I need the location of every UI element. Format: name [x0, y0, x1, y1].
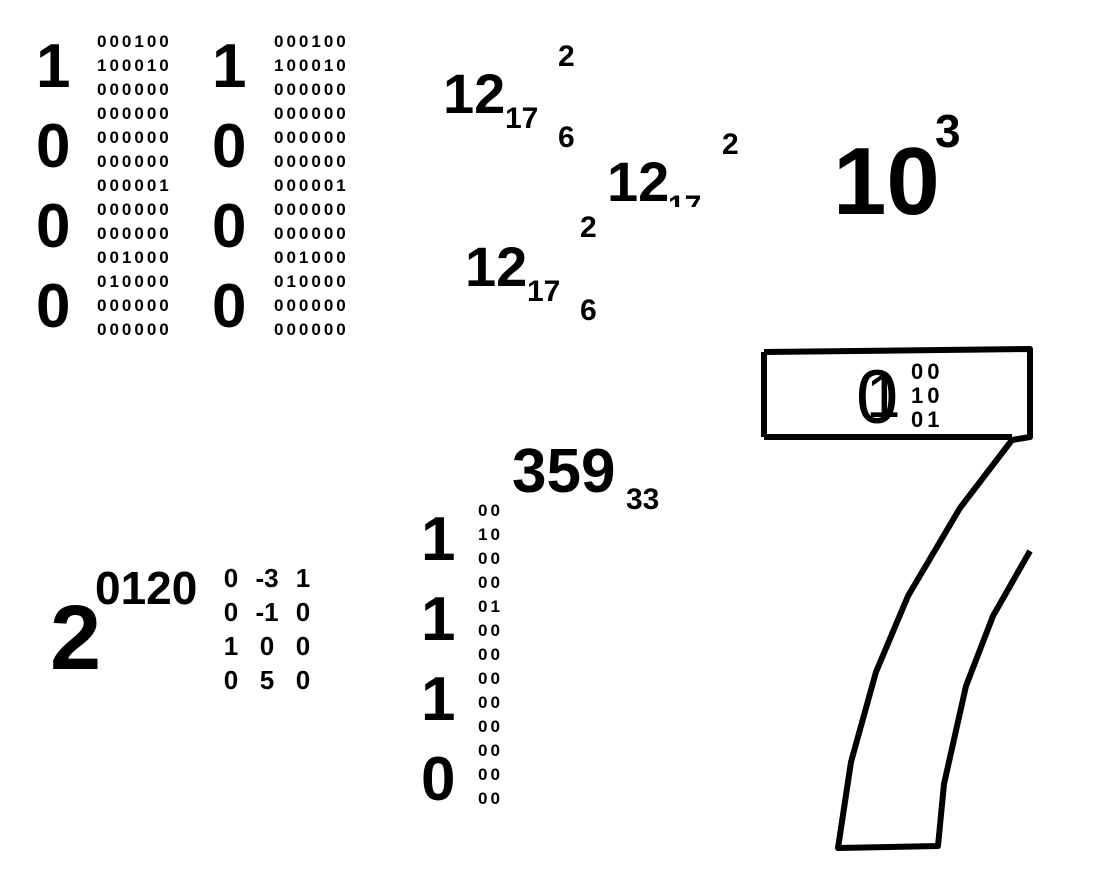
- binary-row: 00: [478, 645, 503, 664]
- binary-row: 001000: [274, 248, 349, 267]
- binary-row: 00: [478, 669, 503, 688]
- matrix-cell: 1: [223, 631, 239, 661]
- ten-power-sup: 3: [935, 105, 961, 157]
- binary-row: 00: [478, 741, 503, 760]
- left-block-2-rows: 000100 100010 000000 000000 000000 00000…: [274, 30, 349, 342]
- big-digit: 0: [212, 271, 247, 341]
- twelve-b-sup: 2: [722, 128, 739, 161]
- twelve-a-sub: 17: [505, 102, 539, 135]
- binary-row: 000000: [97, 200, 172, 219]
- matrix-cell: 0: [223, 563, 239, 593]
- binary-row: 000000: [274, 152, 349, 171]
- twelve-a-sup: 2: [558, 40, 575, 73]
- matrix-cell: 0: [259, 631, 275, 661]
- binary-row: 000001: [97, 176, 172, 195]
- big-digit: 0: [212, 111, 247, 181]
- twelve-c-base: 12: [465, 235, 528, 298]
- big-digit: 0: [421, 744, 456, 814]
- matrix-cell: 0: [295, 597, 311, 627]
- binary-row: 10: [478, 525, 503, 544]
- big-digit: 1: [421, 584, 456, 654]
- binary-row: 000000: [274, 104, 349, 123]
- binary-row: 000100: [274, 32, 349, 51]
- binary-row: 010000: [274, 272, 349, 291]
- binary-row: 00: [478, 717, 503, 736]
- big-digit: 0: [36, 191, 71, 261]
- binary-row: 01: [478, 597, 503, 616]
- twelve-c-tail: 6: [580, 294, 597, 327]
- left-block-2-digits: 1 0 0 0: [212, 26, 246, 346]
- twelve-a-base: 12: [443, 62, 506, 125]
- binary-row: 000000: [97, 224, 172, 243]
- three-five-nine-sub: 33: [626, 483, 660, 516]
- big-digit: 1: [212, 31, 247, 101]
- binary-row: 000100: [97, 32, 172, 51]
- binary-row: 000000: [97, 128, 172, 147]
- big-digit: 1: [421, 664, 456, 734]
- big-digit: 0: [212, 191, 247, 261]
- matrix-cell: -3: [255, 563, 279, 593]
- binary-row: 000000: [97, 104, 172, 123]
- big-digit: 1: [36, 31, 71, 101]
- binary-row: 00: [478, 765, 503, 784]
- matrix-cell: 0: [223, 597, 239, 627]
- middle-block-digits: 1 1 1 0: [421, 499, 455, 819]
- binary-row: 00: [478, 693, 503, 712]
- two-power-sup: 0120: [95, 562, 198, 614]
- matrix-cell: 0: [295, 665, 311, 695]
- binary-row: 000000: [97, 320, 172, 339]
- twelve-a-tail: 6: [558, 121, 575, 154]
- middle-block-rows: 00 10 00 00 01 00 00 00 00 00 00 00 00: [478, 499, 503, 811]
- binary-row: 000000: [97, 80, 172, 99]
- matrix-cell: 5: [259, 665, 275, 695]
- matrix-cell: 0: [295, 631, 311, 661]
- matrix-row: 0 -1 0: [218, 595, 316, 629]
- binary-row: 100010: [97, 56, 172, 75]
- binary-row: 000000: [274, 296, 349, 315]
- binary-row: 000000: [274, 320, 349, 339]
- matrix-row: 0 -3 1: [218, 561, 316, 595]
- binary-row: 010000: [97, 272, 172, 291]
- twelve-c-sub: 17: [527, 275, 561, 308]
- binary-row: 00: [478, 621, 503, 640]
- binary-row: 00: [478, 573, 503, 592]
- left-block-1-rows: 000100 100010 000000 000000 000000 00000…: [97, 30, 172, 342]
- ten-power-base: 10: [833, 128, 940, 235]
- binary-row: 00: [478, 789, 503, 808]
- binary-row: 000000: [274, 200, 349, 219]
- three-five-nine-base: 359: [512, 437, 616, 506]
- matrix-cell: -1: [255, 597, 279, 627]
- binary-row: 000001: [274, 176, 349, 195]
- boxed-overlap-a: 0: [856, 355, 899, 440]
- big-digit: 0: [36, 271, 71, 341]
- matrix-cell: 1: [295, 563, 311, 593]
- binary-row: 000000: [97, 152, 172, 171]
- binary-row: 000000: [97, 296, 172, 315]
- big-digit: 0: [36, 111, 71, 181]
- boxed-row: 01: [911, 407, 944, 432]
- twelve-c-sup: 2: [580, 211, 597, 244]
- boxed-row: 10: [911, 383, 944, 408]
- matrix-cell: 0: [223, 665, 239, 695]
- left-block-1-digits: 1 0 0 0: [36, 26, 70, 346]
- big-digit: 1: [421, 504, 456, 574]
- boxed-row: 00: [911, 359, 944, 384]
- binary-row: 00: [478, 501, 503, 520]
- binary-row: 00: [478, 549, 503, 568]
- binary-row: 100010: [274, 56, 349, 75]
- binary-row: 000000: [274, 80, 349, 99]
- twelve-b-base: 12: [607, 150, 670, 213]
- boxed-rows: 00 10 01: [911, 360, 943, 432]
- binary-row: 000000: [274, 224, 349, 243]
- twelve-b-sub: 17: [668, 192, 701, 207]
- binary-row: 001000: [97, 248, 172, 267]
- two-power-base: 2: [50, 587, 102, 689]
- binary-row: 000000: [274, 128, 349, 147]
- boxed-overlap-b: 1: [866, 362, 901, 431]
